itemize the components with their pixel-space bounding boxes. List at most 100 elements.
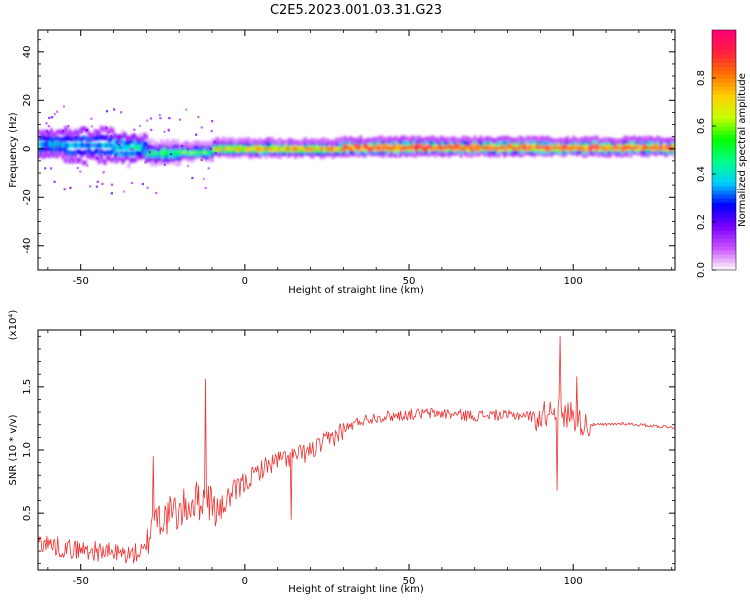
spectrogram-cell — [426, 139, 430, 145]
spectrogram-outlier — [158, 113, 161, 117]
spectrogram-outlier — [48, 116, 51, 119]
spectrogram-outlier — [113, 108, 116, 111]
spectrogram-cell — [493, 149, 497, 155]
spectrogram-cell — [64, 142, 68, 148]
spectrogram-cell — [298, 139, 302, 145]
spectrogram-cell — [137, 136, 141, 141]
spectrogram-cell — [378, 146, 382, 152]
spectrogram-cell — [76, 132, 80, 138]
spectrogram-cell — [418, 144, 422, 150]
spectrogram-cell — [406, 136, 410, 142]
spectrogram-cell — [148, 144, 152, 150]
colorbar-gradient — [712, 30, 736, 271]
spectrogram-cell — [361, 144, 365, 150]
spectrogram-cell — [374, 147, 378, 152]
spectrogram-cell — [231, 153, 235, 159]
colorbar-cell — [712, 78, 736, 83]
colorbar-tick-label: 0.6 — [696, 118, 707, 134]
spectrogram-cell — [235, 143, 239, 149]
spectrogram-cell — [542, 139, 546, 145]
spectrogram-cell — [139, 133, 143, 139]
spectrogram-cell — [370, 151, 375, 157]
spectrogram-cell — [181, 142, 185, 148]
spectrogram-cell — [441, 152, 445, 158]
spectrogram-cell — [652, 150, 656, 156]
spectrogram-cell — [376, 144, 380, 150]
spectrogram-cell — [235, 147, 239, 153]
spectrogram-cell — [68, 135, 72, 141]
spectrogram-cell — [107, 142, 111, 148]
spectrogram-cell — [101, 135, 105, 140]
spectrogram-cell — [441, 137, 445, 143]
spectrogram-cell — [629, 152, 633, 158]
spectrogram-cell — [430, 150, 434, 156]
spectrogram-cell — [536, 142, 540, 148]
spectrogram-cell — [412, 152, 416, 158]
spectrogram-cell — [160, 150, 164, 156]
spectrogram-cell — [357, 144, 361, 150]
spectrogram-cell — [510, 141, 514, 147]
spectrogram-cell — [38, 153, 42, 159]
spectrogram-cell — [162, 157, 166, 163]
spectrogram-cell — [337, 145, 341, 151]
spectrogram-cell — [141, 145, 145, 151]
spectrogram-cell — [646, 144, 650, 150]
spectrogram-cell — [215, 141, 220, 147]
spectrogram-cell — [623, 144, 627, 150]
spectrogram-cell — [135, 145, 139, 151]
spectrogram-cell — [355, 144, 359, 150]
spectrogram-cell — [343, 142, 347, 148]
spectrogram-cell — [483, 137, 487, 143]
spectrogram-cell — [666, 149, 670, 155]
spectrogram-cell — [55, 136, 59, 142]
spectrogram-cell — [313, 143, 317, 149]
spectrogram-cell — [296, 140, 300, 146]
spectrogram-cell — [406, 140, 410, 145]
spectrogram-cell — [593, 144, 597, 150]
spectrogram-cell — [459, 152, 463, 158]
spectrogram-cell — [160, 145, 164, 151]
spectrogram-cell — [233, 149, 237, 155]
spectrogram-cell — [451, 149, 455, 154]
spectrogram-cell — [119, 152, 123, 158]
spectrogram-cell — [376, 146, 380, 152]
spectrogram-cell — [386, 144, 390, 150]
spectrogram-outlier — [67, 125, 70, 128]
spectrogram-outlier — [45, 129, 49, 132]
spectrogram-cell — [524, 144, 528, 150]
spectrogram-cell — [303, 137, 308, 143]
spectrogram-cell — [392, 146, 396, 152]
colorbar-cell — [712, 66, 736, 71]
spectrogram-cell — [282, 140, 286, 145]
spectrogram-cell — [123, 152, 127, 157]
spectrogram-cell — [625, 144, 629, 150]
spectrogram-cell — [231, 142, 235, 148]
spectrogram-cell — [233, 140, 237, 146]
spectrogram-cell — [223, 145, 227, 151]
spectrogram-outlier — [205, 148, 209, 151]
spectrogram-cell — [451, 136, 455, 142]
spectrogram-cell — [237, 152, 241, 158]
spectrogram-y-tick-label: 40 — [22, 45, 33, 58]
spectrogram-cell — [404, 136, 408, 141]
spectrogram-cell — [162, 154, 166, 159]
spectrogram-cell — [483, 151, 487, 157]
spectrogram-cell — [221, 143, 225, 149]
spectrogram-cell — [542, 144, 546, 150]
spectrogram-cell — [87, 136, 91, 141]
spectrogram-cell — [76, 142, 80, 148]
spectrogram-cell — [169, 156, 174, 162]
spectrogram-cell — [465, 136, 469, 142]
spectrogram-cell — [424, 149, 428, 155]
spectrogram-cell — [380, 149, 384, 155]
spectrogram-cell — [573, 144, 577, 150]
spectrogram-cell — [591, 151, 595, 157]
spectrogram-cell — [258, 153, 262, 159]
spectrogram-cell — [367, 137, 371, 143]
spectrogram-outlier — [180, 144, 184, 148]
spectrogram-cell — [619, 144, 623, 150]
spectrogram-cell — [78, 142, 82, 148]
spectrogram-cell — [562, 138, 566, 143]
spectrogram-cell — [198, 151, 202, 157]
spectrogram-outlier — [76, 161, 79, 164]
